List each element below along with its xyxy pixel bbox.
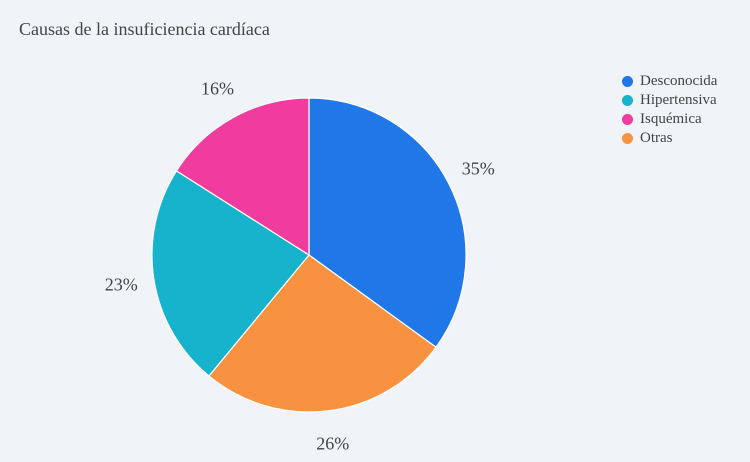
pie-labels: 35% 26% 23% 16%: [105, 79, 495, 454]
pie-slices: [151, 97, 467, 413]
slice-label-isquemica: 16%: [201, 79, 234, 99]
slice-label-hipertensiva: 23%: [105, 275, 138, 295]
legend-marker-icon: [622, 114, 633, 125]
legend-label: Hipertensiva: [640, 92, 717, 108]
pie-slice-hipertensiva: [151, 170, 310, 377]
legend-label: Desconocida: [640, 73, 718, 89]
slice-label-desconocida: 35%: [462, 159, 495, 179]
legend-marker-icon: [622, 95, 633, 106]
legend-item-isquemica[interactable]: Isquémica: [622, 110, 717, 129]
pie-slice-isquemica: [175, 97, 310, 257]
legend-label: Isquémica: [640, 111, 702, 127]
legend-marker-icon: [622, 76, 633, 87]
legend: Desconocida Hipertensiva Isquémica Otras: [622, 72, 717, 148]
slice-label-otras: 26%: [316, 434, 349, 454]
legend-marker-icon: [622, 133, 633, 144]
legend-item-desconocida[interactable]: Desconocida: [622, 72, 717, 91]
pie-slice-otras: [208, 254, 437, 413]
legend-label: Otras: [640, 130, 673, 146]
legend-item-hipertensiva[interactable]: Hipertensiva: [622, 91, 717, 110]
pie-slice-desconocida: [308, 97, 467, 349]
chart-title: Causas de la insuficiencia cardíaca: [19, 19, 270, 39]
legend-item-otras[interactable]: Otras: [622, 129, 717, 148]
